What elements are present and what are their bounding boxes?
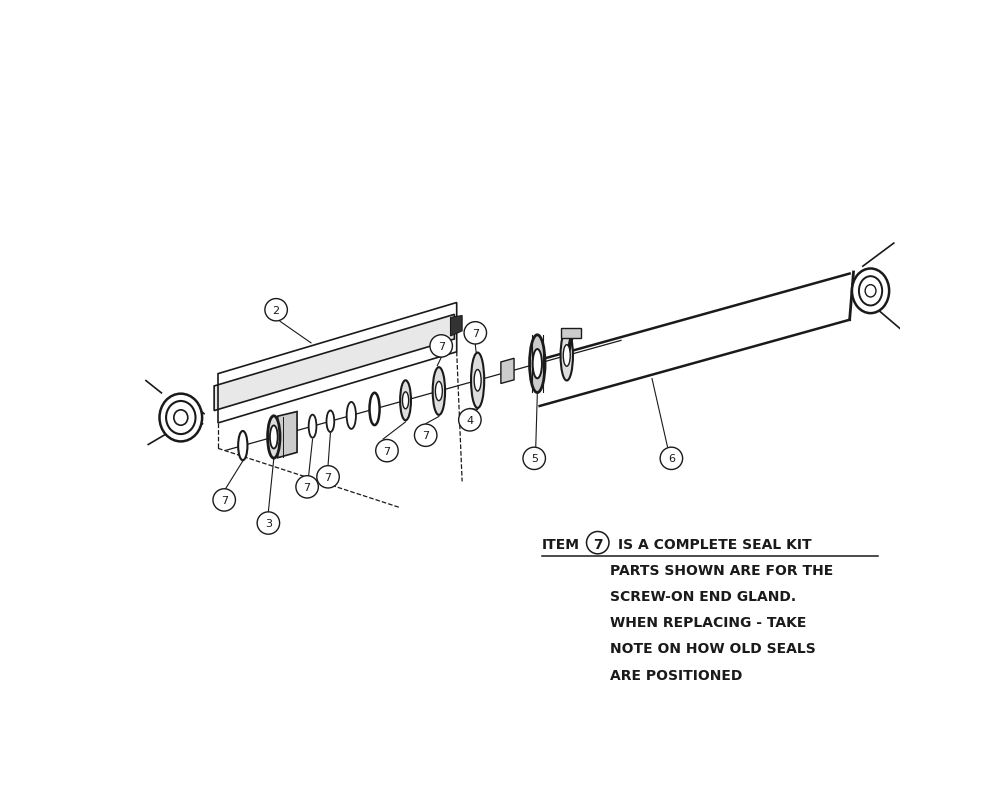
Text: 7: 7 [383, 446, 391, 456]
Circle shape [414, 424, 437, 447]
Polygon shape [501, 358, 514, 384]
Ellipse shape [370, 393, 380, 426]
Ellipse shape [174, 410, 188, 426]
Ellipse shape [433, 367, 445, 415]
Polygon shape [214, 315, 454, 411]
Ellipse shape [159, 394, 202, 442]
Ellipse shape [852, 269, 889, 314]
Text: 5: 5 [531, 454, 538, 464]
Ellipse shape [533, 350, 542, 379]
Text: IS A COMPLETE SEAL KIT: IS A COMPLETE SEAL KIT [618, 537, 812, 551]
Text: 7: 7 [472, 328, 479, 338]
Text: NOTE ON HOW OLD SEALS: NOTE ON HOW OLD SEALS [610, 642, 816, 655]
Circle shape [257, 513, 280, 534]
FancyBboxPatch shape [561, 328, 581, 338]
Circle shape [376, 440, 398, 462]
Circle shape [430, 335, 452, 358]
Ellipse shape [270, 426, 278, 449]
Text: 3: 3 [265, 518, 272, 529]
Ellipse shape [865, 285, 876, 298]
Ellipse shape [268, 416, 280, 458]
Circle shape [459, 410, 481, 431]
Ellipse shape [471, 353, 484, 409]
Ellipse shape [402, 393, 409, 410]
Ellipse shape [347, 402, 356, 429]
Text: 2: 2 [273, 306, 280, 315]
Ellipse shape [474, 370, 481, 392]
Ellipse shape [309, 415, 316, 438]
Circle shape [317, 466, 339, 488]
Text: 7: 7 [422, 431, 429, 440]
Ellipse shape [400, 381, 411, 421]
Text: ARE POSITIONED: ARE POSITIONED [610, 667, 743, 682]
Text: 6: 6 [668, 454, 675, 464]
Text: ITEM: ITEM [542, 537, 580, 551]
Ellipse shape [561, 331, 573, 381]
Text: 7: 7 [221, 496, 228, 505]
Text: WHEN REPLACING - TAKE: WHEN REPLACING - TAKE [610, 616, 807, 629]
Ellipse shape [326, 411, 334, 432]
Circle shape [523, 448, 545, 470]
Circle shape [265, 299, 287, 321]
Ellipse shape [530, 336, 545, 393]
Circle shape [464, 322, 487, 345]
Circle shape [296, 476, 318, 499]
Ellipse shape [435, 382, 442, 401]
Text: 7: 7 [593, 537, 603, 551]
Text: 7: 7 [304, 483, 311, 492]
Text: PARTS SHOWN ARE FOR THE: PARTS SHOWN ARE FOR THE [610, 563, 833, 577]
Ellipse shape [563, 345, 570, 367]
Ellipse shape [859, 277, 882, 306]
Ellipse shape [166, 401, 196, 435]
Text: SCREW-ON END GLAND.: SCREW-ON END GLAND. [610, 590, 796, 603]
Polygon shape [278, 412, 297, 458]
Text: 7: 7 [438, 341, 445, 351]
Circle shape [213, 489, 235, 512]
Circle shape [660, 448, 683, 470]
Ellipse shape [238, 431, 247, 461]
Text: 4: 4 [466, 415, 473, 425]
Text: 7: 7 [324, 472, 332, 483]
Polygon shape [450, 316, 462, 337]
